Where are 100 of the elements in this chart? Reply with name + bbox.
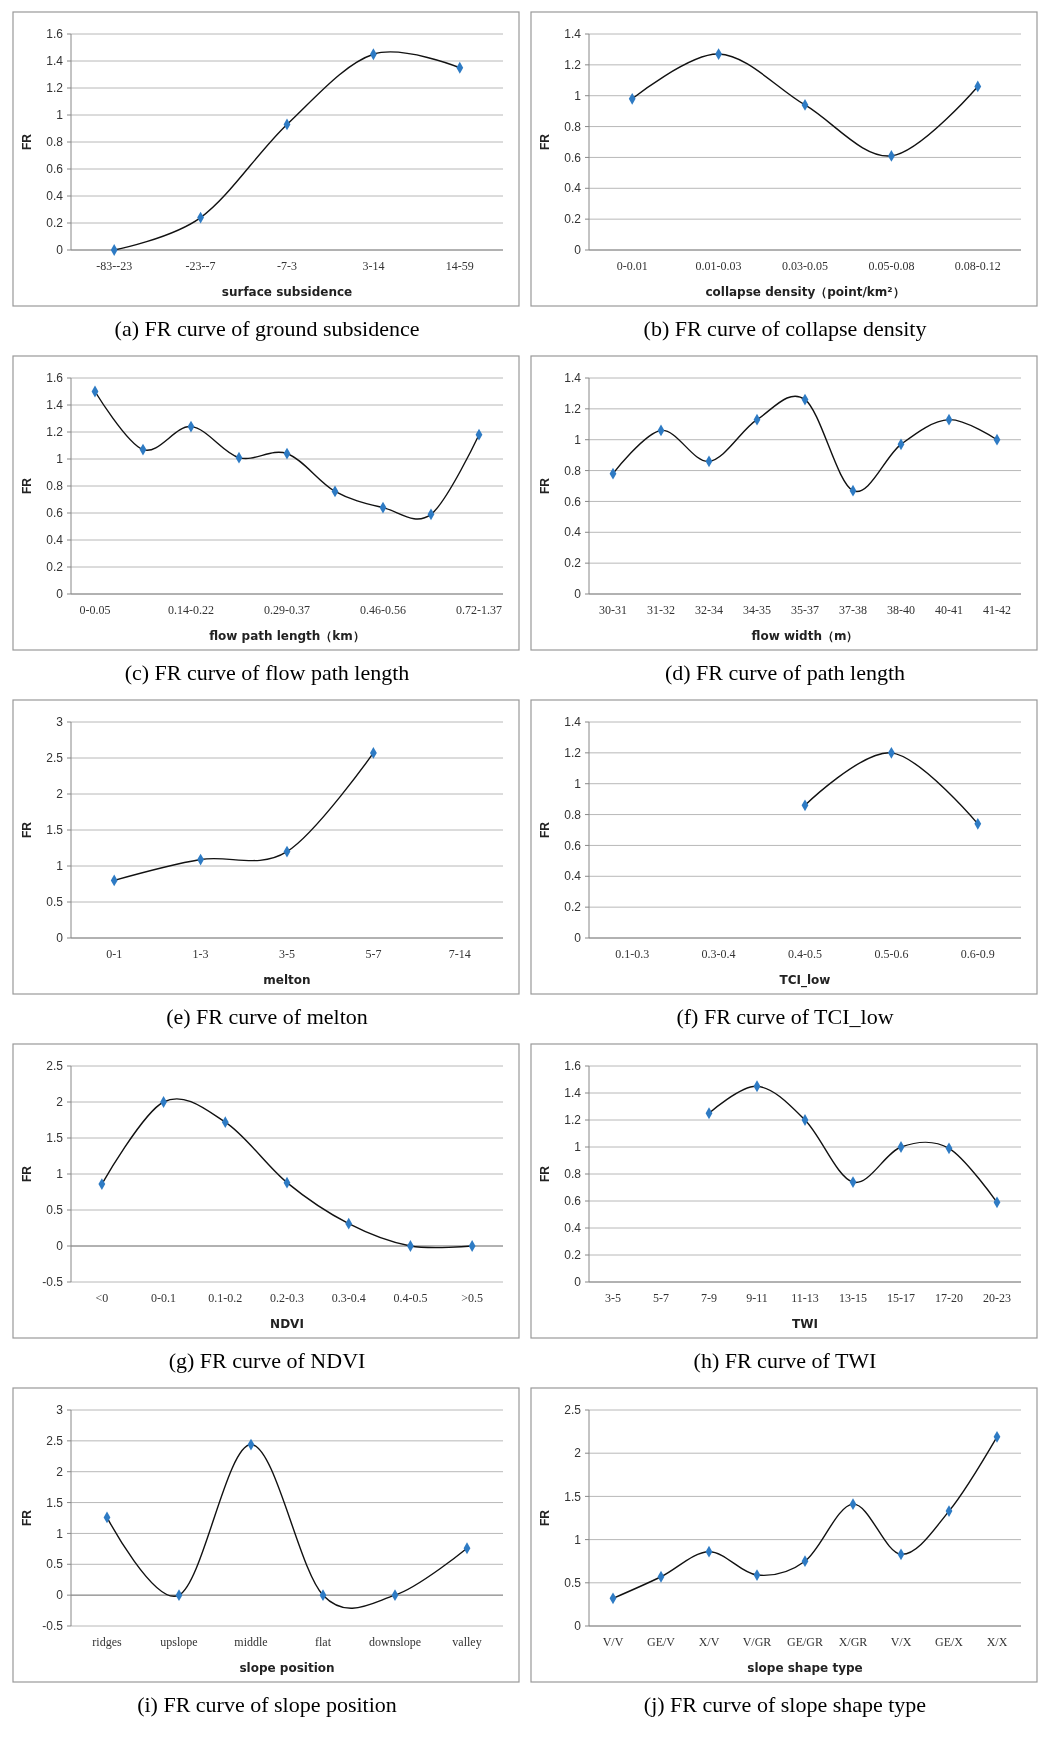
y-tick-label: 0.2 bbox=[564, 556, 582, 571]
x-tick-label: GE/GR bbox=[787, 1635, 823, 1649]
x-tick-label: 5-7 bbox=[365, 947, 382, 961]
y-tick-label: 0.5 bbox=[564, 1576, 582, 1590]
text: (i) FR curve of slope position bbox=[137, 1692, 397, 1717]
x-tick-label: 0.3-0.4 bbox=[701, 947, 736, 961]
y-tick-label: 1 bbox=[56, 859, 64, 874]
x-tick-label: GE/V bbox=[647, 1635, 676, 1649]
y-tick-label: 0 bbox=[574, 1275, 582, 1290]
y-tick-label: 0.8 bbox=[564, 463, 582, 478]
y-axis-title: FR bbox=[20, 1509, 34, 1526]
x-tick-label: X/X bbox=[986, 1635, 1008, 1649]
x-tick-label: 0.08-0.12 bbox=[954, 259, 1001, 273]
y-axis-title: FR bbox=[538, 1165, 552, 1182]
x-axis-title: flow path length（km） bbox=[209, 629, 365, 643]
x-tick-label: 15-17 bbox=[887, 1291, 915, 1305]
x-tick-label: 20-23 bbox=[983, 1291, 1011, 1305]
y-tick-label: 0.2 bbox=[564, 900, 582, 915]
text: (b) FR curve of collapse density bbox=[643, 316, 927, 341]
x-tick-label: 3-5 bbox=[279, 947, 295, 961]
x-tick-label: 38-40 bbox=[887, 603, 915, 617]
y-tick-label: 0 bbox=[574, 243, 582, 258]
y-tick-label: 1.2 bbox=[564, 58, 582, 73]
y-tick-label: 2.5 bbox=[46, 1059, 64, 1074]
x-tick-label: 1-3 bbox=[192, 947, 209, 961]
y-tick-label: 1 bbox=[56, 108, 64, 123]
y-tick-label: 0.4 bbox=[564, 1221, 582, 1236]
x-tick-label: 0.05-0.08 bbox=[868, 259, 915, 273]
x-axis-title: slope position bbox=[239, 1661, 335, 1675]
y-tick-label: 2.5 bbox=[46, 1434, 64, 1449]
x-tick-label: 0-1 bbox=[106, 947, 123, 961]
x-tick-label: V/V bbox=[602, 1635, 624, 1649]
x-tick-label: 0.3-0.4 bbox=[331, 1291, 366, 1305]
y-tick-label: 2 bbox=[56, 1464, 64, 1479]
y-tick-label: 1 bbox=[574, 776, 582, 791]
y-tick-label: 0.4 bbox=[564, 525, 582, 540]
x-tick-label: <0 bbox=[95, 1291, 109, 1305]
y-tick-label: 0 bbox=[574, 1619, 582, 1634]
text: (f) FR curve of TCI_low bbox=[676, 1004, 894, 1029]
y-axis-title: FR bbox=[538, 133, 552, 150]
y-tick-label: 0.8 bbox=[564, 119, 582, 134]
y-axis-title: FR bbox=[538, 821, 552, 838]
x-tick-label: 0.46-0.56 bbox=[360, 603, 406, 617]
y-tick-label: 3 bbox=[56, 1403, 64, 1418]
y-tick-label: 1 bbox=[574, 432, 582, 447]
x-tick-label: 0.72-1.37 bbox=[456, 603, 502, 617]
x-tick-label: V/X bbox=[890, 1635, 912, 1649]
x-axis-title: TCI_low bbox=[779, 973, 831, 988]
y-tick-label: 1.4 bbox=[564, 1086, 582, 1101]
x-tick-label: 7-14 bbox=[448, 947, 471, 961]
x-tick-label: 0.14-0.22 bbox=[168, 603, 214, 617]
x-tick-label: 0-0.01 bbox=[616, 259, 648, 273]
y-axis-title: FR bbox=[538, 477, 552, 494]
x-tick-label: 5-7 bbox=[653, 1291, 669, 1305]
y-tick-label: 0 bbox=[574, 587, 582, 602]
x-tick-label: 3-5 bbox=[605, 1291, 621, 1305]
text: (c) FR curve of flow path length bbox=[124, 660, 410, 685]
y-tick-label: 0.8 bbox=[46, 479, 64, 494]
y-tick-label: 1.4 bbox=[46, 398, 64, 413]
x-tick-label: 17-20 bbox=[935, 1291, 963, 1305]
y-tick-label: -0.5 bbox=[42, 1275, 64, 1290]
y-tick-label: 1 bbox=[574, 1140, 582, 1155]
x-axis-title: melton bbox=[263, 973, 311, 987]
y-tick-label: 0 bbox=[56, 587, 64, 602]
y-tick-label: 1.4 bbox=[564, 715, 582, 730]
x-tick-label: 35-37 bbox=[791, 603, 819, 617]
y-axis-title: FR bbox=[20, 133, 34, 150]
y-tick-label: 0.6 bbox=[46, 162, 64, 177]
x-tick-label: -23--7 bbox=[185, 259, 216, 273]
y-tick-label: 0.4 bbox=[46, 533, 64, 548]
x-tick-label: valley bbox=[452, 1635, 482, 1649]
y-tick-label: 0.8 bbox=[46, 135, 64, 150]
x-tick-label: 3-14 bbox=[362, 259, 385, 273]
x-tick-label: >0.5 bbox=[461, 1291, 484, 1305]
x-tick-label: 0.4-0.5 bbox=[788, 947, 822, 961]
x-tick-label: GE/X bbox=[935, 1635, 964, 1649]
y-tick-label: 1.6 bbox=[46, 27, 64, 42]
y-tick-label: 1.5 bbox=[46, 1131, 64, 1146]
y-tick-label: 1 bbox=[574, 1532, 582, 1547]
x-tick-label: 7-9 bbox=[701, 1291, 717, 1305]
y-tick-label: 1.4 bbox=[564, 27, 582, 42]
text: (a) FR curve of ground subsidence bbox=[114, 316, 420, 341]
y-axis-title: FR bbox=[20, 821, 34, 838]
x-tick-label: X/GR bbox=[838, 1635, 868, 1649]
y-tick-label: 2.5 bbox=[564, 1403, 582, 1418]
y-tick-label: 1 bbox=[574, 88, 582, 103]
x-tick-label: 0.01-0.03 bbox=[695, 259, 742, 273]
x-tick-label: ridges bbox=[92, 1635, 122, 1649]
x-axis-title: collapse density（point/km²） bbox=[705, 285, 905, 299]
y-tick-label: 1 bbox=[56, 1167, 64, 1182]
y-tick-label: 0.6 bbox=[564, 494, 582, 509]
y-tick-label: 0.4 bbox=[564, 181, 582, 196]
y-tick-label: 2 bbox=[574, 1446, 582, 1461]
x-tick-label: 0.5-0.6 bbox=[874, 947, 909, 961]
x-tick-label: 0-0.05 bbox=[79, 603, 111, 617]
y-tick-label: 1.6 bbox=[46, 371, 64, 386]
x-tick-label: -7-3 bbox=[277, 259, 297, 273]
x-tick-label: 40-41 bbox=[935, 603, 963, 617]
x-tick-label: 0.1-0.3 bbox=[615, 947, 650, 961]
x-axis-title: slope shape type bbox=[747, 1661, 863, 1675]
